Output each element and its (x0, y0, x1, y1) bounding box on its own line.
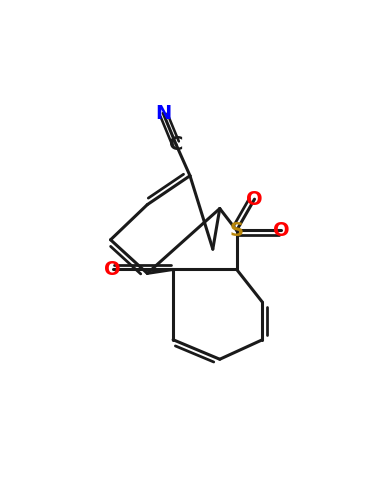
Text: C: C (169, 135, 183, 154)
Text: S: S (230, 221, 244, 240)
Text: N: N (155, 104, 171, 123)
Text: O: O (104, 260, 121, 279)
Text: O: O (273, 221, 290, 240)
Text: O: O (246, 190, 263, 209)
